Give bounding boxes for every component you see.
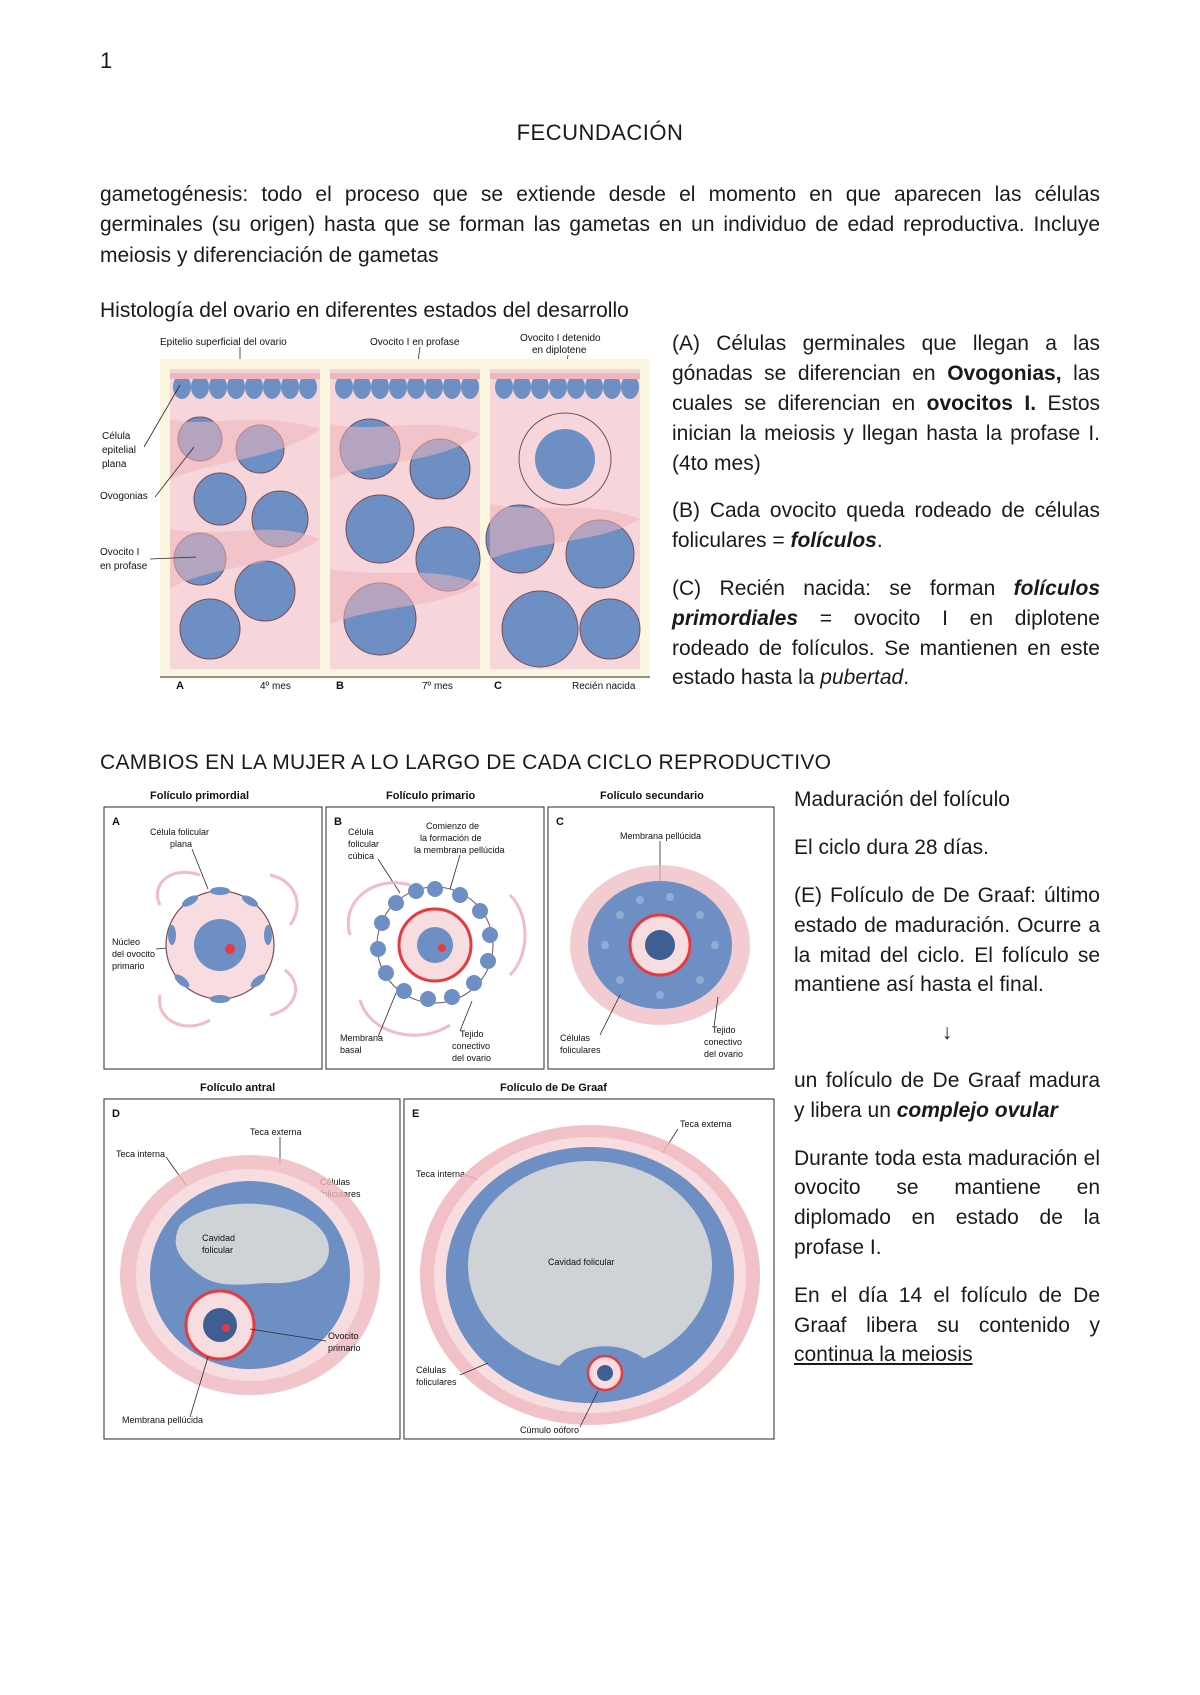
svg-text:la membrana pellúcida: la membrana pellúcida <box>414 845 505 855</box>
svg-text:foliculares: foliculares <box>416 1377 457 1387</box>
histology-text: (A) Células germinales que llegan a las … <box>672 329 1100 711</box>
svg-text:Cúmulo oóforo: Cúmulo oóforo <box>520 1425 579 1435</box>
fig1-label-ov1b: en profase <box>100 561 148 572</box>
svg-text:folicular: folicular <box>348 839 379 849</box>
fig1-label-top1: Epitelio superficial del ovario <box>160 337 287 348</box>
svg-text:D: D <box>112 1108 120 1120</box>
svg-text:cúbica: cúbica <box>348 851 374 861</box>
paragraph-B: (B) Cada ovocito queda rodeado de célula… <box>672 496 1100 556</box>
p-degraaf: (E) Folículo de De Graaf: último estado … <box>794 881 1100 1000</box>
p-ovular-complex: un folículo de De Graaf madura y libera … <box>794 1066 1100 1126</box>
svg-text:Teca interna: Teca interna <box>416 1169 465 1179</box>
svg-text:Núcleo: Núcleo <box>112 937 140 947</box>
fig1-label-botB: 7º mes <box>422 681 453 692</box>
svg-text:conectivo: conectivo <box>704 1037 742 1047</box>
svg-text:del ovario: del ovario <box>704 1049 743 1059</box>
svg-text:del ovocito: del ovocito <box>112 949 155 959</box>
row-follicle-cycle: Folículo primordial Folículo primario Fo… <box>100 785 1100 1445</box>
svg-text:Teca interna: Teca interna <box>116 1149 165 1159</box>
svg-text:E: E <box>412 1108 419 1120</box>
fig1-label-A: A <box>176 680 184 692</box>
fig1-label-ovogonias: Ovogonias <box>100 491 148 502</box>
svg-text:foliculares: foliculares <box>560 1045 601 1055</box>
svg-text:Célula folicular: Célula folicular <box>150 827 209 837</box>
subheading-histology: Histología del ovario en diferentes esta… <box>100 299 1100 323</box>
fig2-panel-D: D Teca interna Teca externa Células foli… <box>112 1108 380 1425</box>
intro-paragraph: gametogénesis: todo el proceso que se ex… <box>100 180 1100 271</box>
svg-text:Teca externa: Teca externa <box>250 1127 302 1137</box>
svg-text:primario: primario <box>112 961 145 971</box>
fig1-label-top3b: en diplotene <box>532 345 587 356</box>
svg-text:Cavidad: Cavidad <box>202 1233 235 1243</box>
svg-text:Membrana pellúcida: Membrana pellúcida <box>122 1415 203 1425</box>
fig1-panel-a <box>170 369 320 669</box>
fig2-title-1: Folículo primordial <box>150 790 249 802</box>
figure-ovary-development: Epitelio superficial del ovario Ovocito … <box>100 329 660 699</box>
fig1-label-top3a: Ovocito I detenido <box>520 333 601 344</box>
fig1-label-botC: Recién nacida <box>572 681 636 692</box>
fig2-title-2: Folículo primario <box>386 790 476 802</box>
svg-text:Células: Células <box>560 1033 591 1043</box>
down-arrow-icon: ↓ <box>794 1018 1100 1048</box>
fig2-title-5: Folículo de De Graaf <box>500 1082 607 1094</box>
p-day14: En el día 14 el folículo de De Graaf lib… <box>794 1281 1100 1370</box>
fig1-label-botA: 4º mes <box>260 681 291 692</box>
svg-text:Células: Células <box>416 1365 447 1375</box>
svg-text:la formación de: la formación de <box>420 833 482 843</box>
fig1-label-C: C <box>494 680 502 692</box>
svg-text:del ovario: del ovario <box>452 1053 491 1063</box>
svg-text:plana: plana <box>170 839 192 849</box>
svg-text:Membrana pellúcida: Membrana pellúcida <box>620 831 701 841</box>
page-title: FECUNDACIÓN <box>100 120 1100 146</box>
figure-follicle-stages: Folículo primordial Folículo primario Fo… <box>100 785 780 1445</box>
fig1-panel-b <box>330 369 480 669</box>
page-number: 1 <box>100 48 112 74</box>
paragraph-C: (C) Recién nacida: se forman folículos p… <box>672 574 1100 693</box>
cycle-text: Maduración del folículo El ciclo dura 28… <box>794 785 1100 1388</box>
fig2-panel-A: A Célula folicular plana Núcleo del ovoc… <box>112 816 297 1026</box>
p-maturation: Maduración del folículo <box>794 785 1100 815</box>
fig1-label-top2: Ovocito I en profase <box>370 337 460 348</box>
subheading-cycle: CAMBIOS EN LA MUJER A LO LARGO DE CADA C… <box>100 751 1100 775</box>
fig2-title-4: Folículo antral <box>200 1082 275 1094</box>
svg-text:Tejido: Tejido <box>460 1029 484 1039</box>
svg-text:B: B <box>334 816 342 828</box>
fig1-label-B: B <box>336 680 344 692</box>
fig2-panel-E: E Teca externa Teca interna Cavidad foli… <box>412 1108 760 1435</box>
svg-text:Cavidad folicular: Cavidad folicular <box>548 1257 615 1267</box>
fig1-label-ov1a: Ovocito I <box>100 547 139 558</box>
svg-text:Comienzo de: Comienzo de <box>426 821 479 831</box>
svg-text:basal: basal <box>340 1045 362 1055</box>
svg-text:primario: primario <box>328 1343 361 1353</box>
svg-text:Tejido: Tejido <box>712 1025 736 1035</box>
fig1-label-celepi2: epitelial <box>102 445 136 456</box>
p-cycle-length: El ciclo dura 28 días. <box>794 833 1100 863</box>
fig1-label-celepi3: plana <box>102 459 127 470</box>
fig2-title-3: Folículo secundario <box>600 790 704 802</box>
svg-text:Célula: Célula <box>348 827 374 837</box>
svg-text:folicular: folicular <box>202 1245 233 1255</box>
svg-text:A: A <box>112 816 120 828</box>
page: 1 FECUNDACIÓN gametogénesis: todo el pro… <box>0 0 1200 1695</box>
fig1-panel-c <box>486 369 640 669</box>
svg-text:Membrana: Membrana <box>340 1033 383 1043</box>
fig1-label-celepi1: Célula <box>102 431 131 442</box>
fig2-panel-B: B Célula folicular cúbica Comienzo de la… <box>334 816 525 1063</box>
svg-text:Teca externa: Teca externa <box>680 1119 732 1129</box>
paragraph-A: (A) Células germinales que llegan a las … <box>672 329 1100 478</box>
fig2-panel-C: C Membrana pellúcida Células foliculares… <box>556 816 750 1059</box>
row-histology: Epitelio superficial del ovario Ovocito … <box>100 329 1100 711</box>
svg-text:conectivo: conectivo <box>452 1041 490 1051</box>
p-profase: Durante toda esta maduración el ovocito … <box>794 1144 1100 1263</box>
fig1-panels <box>160 359 650 679</box>
svg-text:C: C <box>556 816 564 828</box>
svg-text:Ovocito: Ovocito <box>328 1331 359 1341</box>
